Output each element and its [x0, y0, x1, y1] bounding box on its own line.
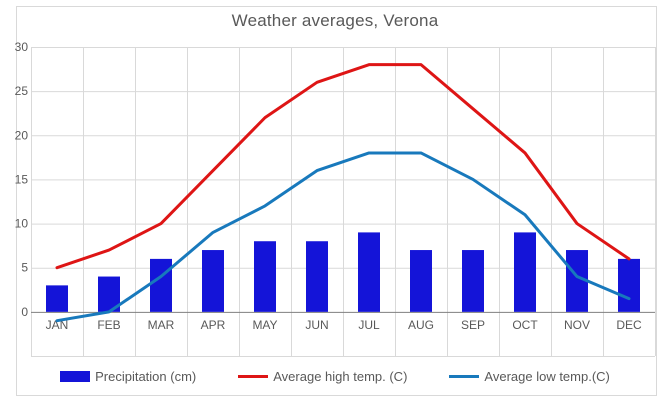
precipitation-bar: [462, 250, 484, 312]
precipitation-swatch: [60, 371, 91, 382]
low-temp-line: [55, 151, 631, 323]
y-tick-label: 10: [15, 217, 29, 231]
legend: Precipitation (cm) Average high temp. (C…: [0, 369, 670, 384]
precipitation-bar: [306, 241, 328, 312]
x-category-label: AUG: [408, 318, 434, 332]
precipitation-bar: [410, 250, 432, 312]
x-category-label: NOV: [564, 318, 590, 332]
high-temp-swatch: [238, 375, 269, 378]
chart-title: Weather averages, Verona: [231, 11, 439, 30]
legend-item-low-temp: Average low temp.(C): [449, 369, 610, 384]
y-tick-label: 5: [21, 261, 28, 275]
legend-item-precipitation: Precipitation (cm): [60, 369, 196, 384]
precipitation-bar: [566, 250, 588, 312]
y-tick-label: 20: [15, 128, 29, 142]
legend-label-low-temp: Average low temp.(C): [484, 369, 610, 384]
y-tick-label: 15: [15, 172, 29, 186]
precipitation-bar: [46, 285, 68, 312]
legend-item-high-temp: Average high temp. (C): [238, 369, 407, 384]
precipitation-bar: [618, 258, 640, 312]
x-category-label: JAN: [46, 318, 69, 332]
x-category-label: OCT: [512, 318, 538, 332]
precipitation-bar: [150, 258, 172, 312]
y-tick-label: 0: [21, 305, 28, 319]
x-category-label: FEB: [97, 318, 120, 332]
legend-label-high-temp: Average high temp. (C): [273, 369, 408, 384]
high-temp-line: [55, 63, 631, 270]
precipitation-bar: [98, 276, 120, 312]
x-category-label: APR: [201, 318, 226, 332]
precipitation-bar: [514, 232, 536, 312]
x-category-label: DEC: [616, 318, 642, 332]
x-category-label: MAY: [252, 318, 277, 332]
x-category-label: MAR: [148, 318, 175, 332]
y-tick-label: 25: [15, 84, 29, 98]
precipitation-bar: [202, 250, 224, 312]
x-category-label: JUL: [358, 318, 380, 332]
precipitation-bar: [358, 232, 380, 312]
x-category-label: SEP: [461, 318, 485, 332]
y-tick-label: 30: [15, 40, 29, 54]
chart-border: [16, 6, 657, 396]
x-category-label: JUN: [305, 318, 328, 332]
legend-label-precipitation: Precipitation (cm): [95, 369, 197, 384]
precipitation-bar: [254, 241, 276, 312]
low-temp-swatch: [449, 375, 480, 378]
